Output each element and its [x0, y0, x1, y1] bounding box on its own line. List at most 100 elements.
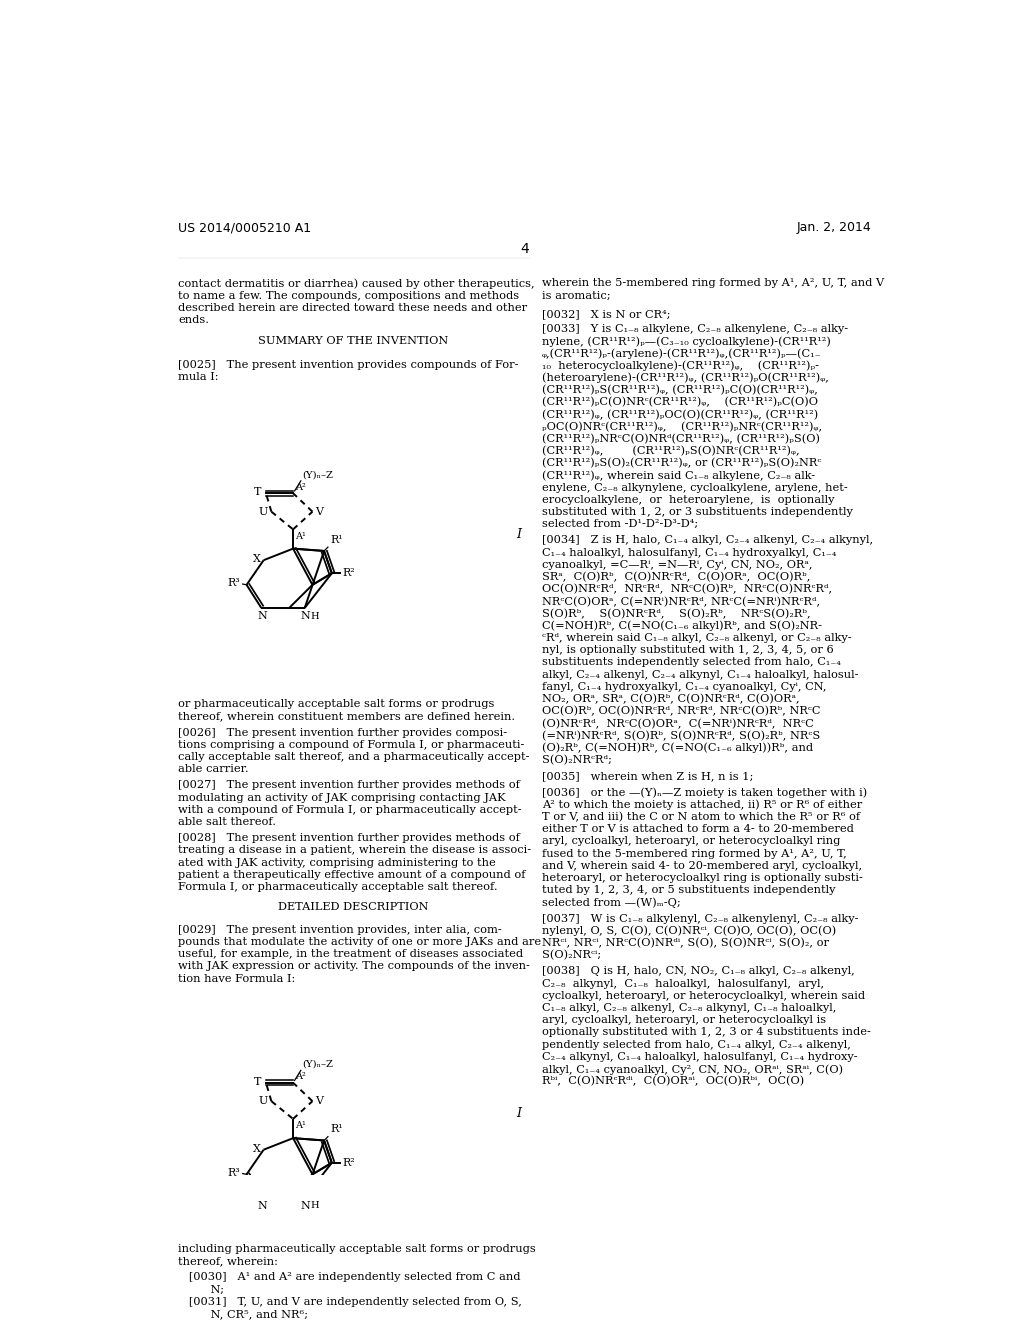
Text: Rᵇⁱ,  C(O)NRᶜRᵈⁱ,  C(O)ORᵃⁱ,  OC(O)Rᵇⁱ,  OC(O): Rᵇⁱ, C(O)NRᶜRᵈⁱ, C(O)ORᵃⁱ, OC(O)Rᵇⁱ, OC(… — [542, 1076, 804, 1086]
Text: modulating an activity of JAK comprising contacting JAK: modulating an activity of JAK comprising… — [178, 792, 506, 803]
Text: I: I — [516, 1107, 521, 1121]
Text: and V, wherein said 4- to 20-membered aryl, cycloalkyl,: and V, wherein said 4- to 20-membered ar… — [542, 861, 862, 871]
Text: with JAK expression or activity. The compounds of the inven-: with JAK expression or activity. The com… — [178, 961, 530, 972]
Text: S(O)₂NRᶜⁱ;: S(O)₂NRᶜⁱ; — [542, 950, 601, 961]
Text: heteroaryl, or heterocycloalkyl ring is optionally substi-: heteroaryl, or heterocycloalkyl ring is … — [542, 873, 863, 883]
Text: DETAILED DESCRIPTION: DETAILED DESCRIPTION — [279, 903, 429, 912]
Text: R²: R² — [343, 1158, 355, 1168]
Text: V: V — [315, 507, 324, 516]
Text: ₁₀  heterocycloalkylene)-(CR¹¹R¹²)ᵩ,    (CR¹¹R¹²)ₚ-: ₁₀ heterocycloalkylene)-(CR¹¹R¹²)ᵩ, (CR¹… — [542, 360, 819, 371]
Text: C₁₋₈ alkyl, C₂₋₈ alkenyl, C₂₋₈ alkynyl, C₁₋₈ haloalkyl,: C₁₋₈ alkyl, C₂₋₈ alkenyl, C₂₋₈ alkynyl, … — [542, 1003, 837, 1012]
Text: cyanoalkyl, =C—Rⁱ, =N—Rⁱ, Cyⁱ, CN, NO₂, ORᵃ,: cyanoalkyl, =C—Rⁱ, =N—Rⁱ, Cyⁱ, CN, NO₂, … — [542, 560, 812, 570]
Text: (CR¹¹R¹²)ᵩ, (CR¹¹R¹²)ₚOC(O)(CR¹¹R¹²)ᵩ, (CR¹¹R¹²): (CR¹¹R¹²)ᵩ, (CR¹¹R¹²)ₚOC(O)(CR¹¹R¹²)ᵩ, (… — [542, 409, 818, 420]
Text: ₚOC(O)NRᶜ(CR¹¹R¹²)ᵩ,    (CR¹¹R¹²)ₚNRᶜ(CR¹¹R¹²)ᵩ,: ₚOC(O)NRᶜ(CR¹¹R¹²)ᵩ, (CR¹¹R¹²)ₚNRᶜ(CR¹¹R… — [542, 421, 822, 432]
Text: (Y)ₙ–Z: (Y)ₙ–Z — [302, 1060, 334, 1069]
Text: tuted by 1, 2, 3, 4, or 5 substituents independently: tuted by 1, 2, 3, 4, or 5 substituents i… — [542, 886, 836, 895]
Text: C(=NOH)Rᵇ, C(=NO(C₁₋₆ alkyl)Rᵇ, and S(O)₂NR-: C(=NOH)Rᵇ, C(=NO(C₁₋₆ alkyl)Rᵇ, and S(O)… — [542, 620, 822, 631]
Text: H: H — [311, 1201, 319, 1210]
Text: (CR¹¹R¹²)ᵩ,        (CR¹¹R¹²)ₚS(O)NRᶜ(CR¹¹R¹²)ᵩ,: (CR¹¹R¹²)ᵩ, (CR¹¹R¹²)ₚS(O)NRᶜ(CR¹¹R¹²)ᵩ, — [542, 446, 800, 457]
Text: (CR¹¹R¹²)ₚC(O)NRᶜ(CR¹¹R¹²)ᵩ,    (CR¹¹R¹²)ₚC(O)O: (CR¹¹R¹²)ₚC(O)NRᶜ(CR¹¹R¹²)ᵩ, (CR¹¹R¹²)ₚC… — [542, 397, 818, 408]
Text: thereof, wherein:: thereof, wherein: — [178, 1257, 279, 1266]
Text: (Y)ₙ–Z: (Y)ₙ–Z — [302, 470, 334, 479]
Text: 4: 4 — [520, 242, 529, 256]
Text: NRᶜC(O)ORᵃ, C(=NRⁱ)NRᶜRᵈ, NRᶜC(=NRⁱ)NRᶜRᵈ,: NRᶜC(O)ORᵃ, C(=NRⁱ)NRᶜRᵈ, NRᶜC(=NRⁱ)NRᶜR… — [542, 597, 820, 607]
Text: useful, for example, in the treatment of diseases associated: useful, for example, in the treatment of… — [178, 949, 523, 960]
Text: [0036]   or the —(Y)ₙ—Z moiety is taken together with i): [0036] or the —(Y)ₙ—Z moiety is taken to… — [542, 788, 867, 799]
Text: [0033]   Y is C₁₋₈ alkylene, C₂₋₈ alkenylene, C₂₋₈ alky-: [0033] Y is C₁₋₈ alkylene, C₂₋₈ alkenyle… — [542, 325, 848, 334]
Text: fused to the 5-membered ring formed by A¹, A², U, T,: fused to the 5-membered ring formed by A… — [542, 849, 847, 858]
Text: [0025]   The present invention provides compounds of For-: [0025] The present invention provides co… — [178, 359, 519, 370]
Text: V: V — [315, 1096, 324, 1106]
Text: R³: R³ — [227, 578, 241, 589]
Text: (CR¹¹R¹²)ₚS(CR¹¹R¹²)ᵩ, (CR¹¹R¹²)ₚC(O)(CR¹¹R¹²)ᵩ,: (CR¹¹R¹²)ₚS(CR¹¹R¹²)ᵩ, (CR¹¹R¹²)ₚC(O)(CR… — [542, 385, 818, 396]
Text: described herein are directed toward these needs and other: described herein are directed toward the… — [178, 302, 527, 313]
Text: cycloalkyl, heteroaryl, or heterocycloalkyl, wherein said: cycloalkyl, heteroaryl, or heterocycloal… — [542, 991, 865, 1001]
Text: with a compound of Formula I, or pharmaceutically accept-: with a compound of Formula I, or pharmac… — [178, 805, 522, 814]
Text: Formula I, or pharmaceutically acceptable salt thereof.: Formula I, or pharmaceutically acceptabl… — [178, 882, 498, 892]
Text: [0037]   W is C₁₋₈ alkylenyl, C₂₋₈ alkenylenyl, C₂₋₈ alky-: [0037] W is C₁₋₈ alkylenyl, C₂₋₈ alkenyl… — [542, 913, 858, 924]
Text: optionally substituted with 1, 2, 3 or 4 substituents inde-: optionally substituted with 1, 2, 3 or 4… — [542, 1027, 870, 1038]
Text: [0028]   The present invention further provides methods of: [0028] The present invention further pro… — [178, 833, 520, 843]
Text: to name a few. The compounds, compositions and methods: to name a few. The compounds, compositio… — [178, 290, 519, 301]
Text: nylenyl, O, S, C(O), C(O)NRᶜⁱ, C(O)O, OC(O), OC(O): nylenyl, O, S, C(O), C(O)NRᶜⁱ, C(O)O, OC… — [542, 925, 837, 936]
Text: [0031]   T, U, and V are independently selected from O, S,: [0031] T, U, and V are independently sel… — [178, 1296, 522, 1307]
Text: ᶜRᵈ, wherein said C₁₋₈ alkyl, C₂₋₈ alkenyl, or C₂₋₈ alky-: ᶜRᵈ, wherein said C₁₋₈ alkyl, C₂₋₈ alken… — [542, 634, 852, 643]
Text: [0029]   The present invention provides, inter alia, com-: [0029] The present invention provides, i… — [178, 925, 502, 935]
Text: A¹: A¹ — [295, 1121, 305, 1130]
Text: aryl, cycloalkyl, heteroaryl, or heterocycloalkyl is: aryl, cycloalkyl, heteroaryl, or heteroc… — [542, 1015, 826, 1026]
Text: T or V, and iii) the C or N atom to which the R⁵ or R⁶ of: T or V, and iii) the C or N atom to whic… — [542, 812, 860, 822]
Text: [0032]   X is N or CR⁴;: [0032] X is N or CR⁴; — [542, 309, 671, 319]
Text: able carrier.: able carrier. — [178, 764, 249, 774]
Text: A¹: A¹ — [295, 532, 305, 541]
Text: [0027]   The present invention further provides methods of: [0027] The present invention further pro… — [178, 780, 520, 791]
Text: SUMMARY OF THE INVENTION: SUMMARY OF THE INVENTION — [258, 337, 449, 346]
Text: T: T — [254, 487, 261, 498]
Text: nylene, (CR¹¹R¹²)ₚ—(C₃₋₁₀ cycloalkylene)-(CR¹¹R¹²): nylene, (CR¹¹R¹²)ₚ—(C₃₋₁₀ cycloalkylene)… — [542, 337, 830, 347]
Text: [0026]   The present invention further provides composi-: [0026] The present invention further pro… — [178, 727, 508, 738]
Text: N: N — [257, 1200, 267, 1210]
Text: US 2014/0005210 A1: US 2014/0005210 A1 — [178, 222, 311, 235]
Text: [0035]   wherein when Z is H, n is 1;: [0035] wherein when Z is H, n is 1; — [542, 771, 754, 781]
Text: R¹: R¹ — [331, 1125, 343, 1134]
Text: X: X — [253, 554, 260, 565]
Text: tions comprising a compound of Formula I, or pharmaceuti-: tions comprising a compound of Formula I… — [178, 739, 524, 750]
Text: N: N — [301, 611, 310, 620]
Text: (CR¹¹R¹²)ᵩ, wherein said C₁₋₈ alkylene, C₂₋₈ alk-: (CR¹¹R¹²)ᵩ, wherein said C₁₋₈ alkylene, … — [542, 470, 815, 480]
Text: nyl, is optionally substituted with 1, 2, 3, 4, 5, or 6: nyl, is optionally substituted with 1, 2… — [542, 645, 834, 655]
Text: contact dermatitis or diarrhea) caused by other therapeutics,: contact dermatitis or diarrhea) caused b… — [178, 279, 535, 289]
Text: able salt thereof.: able salt thereof. — [178, 817, 276, 828]
Text: fanyl, C₁₋₄ hydroxyalkyl, C₁₋₄ cyanoalkyl, Cyⁱ, CN,: fanyl, C₁₋₄ hydroxyalkyl, C₁₋₄ cyanoalky… — [542, 682, 826, 692]
Text: N;: N; — [178, 1284, 224, 1295]
Text: (CR¹¹R¹²)ₚS(O)₂(CR¹¹R¹²)ᵩ, or (CR¹¹R¹²)ₚS(O)₂NRᶜ: (CR¹¹R¹²)ₚS(O)₂(CR¹¹R¹²)ᵩ, or (CR¹¹R¹²)ₚ… — [542, 458, 821, 469]
Text: alkyl, C₂₋₄ alkenyl, C₂₋₄ alkynyl, C₁₋₄ haloalkyl, halosul-: alkyl, C₂₋₄ alkenyl, C₂₋₄ alkynyl, C₁₋₄ … — [542, 669, 858, 680]
Text: [0038]   Q is H, halo, CN, NO₂, C₁₋₈ alkyl, C₂₋₈ alkenyl,: [0038] Q is H, halo, CN, NO₂, C₁₋₈ alkyl… — [542, 966, 855, 977]
Text: ᵩ,(CR¹¹R¹²)ₚ-(arylene)-(CR¹¹R¹²)ᵩ,(CR¹¹R¹²)ₚ—(C₁₋: ᵩ,(CR¹¹R¹²)ₚ-(arylene)-(CR¹¹R¹²)ᵩ,(CR¹¹R… — [542, 348, 821, 359]
Text: pendently selected from halo, C₁₋₄ alkyl, C₂₋₄ alkenyl,: pendently selected from halo, C₁₋₄ alkyl… — [542, 1040, 851, 1049]
Text: T: T — [254, 1077, 261, 1086]
Text: (CR¹¹R¹²)ₚNRᶜC(O)NRᵈ(CR¹¹R¹²)ᵩ, (CR¹¹R¹²)ₚS(O): (CR¹¹R¹²)ₚNRᶜC(O)NRᵈ(CR¹¹R¹²)ᵩ, (CR¹¹R¹²… — [542, 434, 820, 445]
Text: H: H — [311, 611, 319, 620]
Text: (O)NRᶜRᵈ,  NRᶜC(O)ORᵃ,  C(=NRⁱ)NRᶜRᵈ,  NRᶜC: (O)NRᶜRᵈ, NRᶜC(O)ORᵃ, C(=NRⁱ)NRᶜRᵈ, NRᶜC — [542, 718, 814, 729]
Text: OC(O)NRᶜRᵈ,  NRᶜRᵈ,  NRᶜC(O)Rᵇ,  NRᶜC(O)NRᶜRᵈ,: OC(O)NRᶜRᵈ, NRᶜRᵈ, NRᶜC(O)Rᵇ, NRᶜC(O)NRᶜ… — [542, 585, 831, 594]
Text: R¹: R¹ — [331, 535, 343, 545]
Text: C₂₋₄ alkynyl, C₁₋₄ haloalkyl, halosulfanyl, C₁₋₄ hydroxy-: C₂₋₄ alkynyl, C₁₋₄ haloalkyl, halosulfan… — [542, 1052, 857, 1061]
Text: C₁₋₄ haloalkyl, halosulfanyl, C₁₋₄ hydroxyalkyl, C₁₋₄: C₁₋₄ haloalkyl, halosulfanyl, C₁₋₄ hydro… — [542, 548, 837, 557]
Text: C₂₋₈  alkynyl,  C₁₋₈  haloalkyl,  halosulfanyl,  aryl,: C₂₋₈ alkynyl, C₁₋₈ haloalkyl, halosulfan… — [542, 978, 824, 989]
Text: A²: A² — [295, 1072, 306, 1081]
Text: selected from —(W)ₘ-Q;: selected from —(W)ₘ-Q; — [542, 898, 681, 908]
Text: cally acceptable salt thereof, and a pharmaceutically accept-: cally acceptable salt thereof, and a pha… — [178, 752, 529, 762]
Text: [0034]   Z is H, halo, C₁₋₄ alkyl, C₂₋₄ alkenyl, C₂₋₄ alkynyl,: [0034] Z is H, halo, C₁₋₄ alkyl, C₂₋₄ al… — [542, 536, 873, 545]
Text: R³: R³ — [227, 1168, 241, 1177]
Text: aryl, cycloalkyl, heteroaryl, or heterocycloalkyl ring: aryl, cycloalkyl, heteroaryl, or heteroc… — [542, 837, 841, 846]
Text: N, CR⁵, and NR⁶;: N, CR⁵, and NR⁶; — [178, 1309, 308, 1319]
Text: NO₂, ORᵃ, SRᵃ, C(O)Rᵇ, C(O)NRᶜRᵈ, C(O)ORᵃ,: NO₂, ORᵃ, SRᵃ, C(O)Rᵇ, C(O)NRᶜRᵈ, C(O)OR… — [542, 694, 800, 705]
Text: (heteroarylene)-(CR¹¹R¹²)ᵩ, (CR¹¹R¹²)ₚO(CR¹¹R¹²)ᵩ,: (heteroarylene)-(CR¹¹R¹²)ᵩ, (CR¹¹R¹²)ₚO(… — [542, 372, 828, 383]
Text: enylene, C₂₋₈ alkynylene, cycloalkylene, arylene, het-: enylene, C₂₋₈ alkynylene, cycloalkylene,… — [542, 483, 848, 492]
Text: N: N — [301, 1200, 310, 1210]
Text: A² to which the moiety is attached, ii) R⁵ or R⁶ of either: A² to which the moiety is attached, ii) … — [542, 800, 862, 810]
Text: SRᵃ,  C(O)Rᵇ,  C(O)NRᶜRᵈ,  C(O)ORᵃ,  OC(O)Rᵇ,: SRᵃ, C(O)Rᵇ, C(O)NRᶜRᵈ, C(O)ORᵃ, OC(O)Rᵇ… — [542, 572, 810, 582]
Text: OC(O)Rᵇ, OC(O)NRᶜRᵈ, NRᶜRᵈ, NRᶜC(O)Rᵇ, NRᶜC: OC(O)Rᵇ, OC(O)NRᶜRᵈ, NRᶜRᵈ, NRᶜC(O)Rᵇ, N… — [542, 706, 820, 717]
Text: S(O)Rᵇ,    S(O)NRᶜRᵈ,    S(O)₂Rᵇ,    NRᶜS(O)₂Rᵇ,: S(O)Rᵇ, S(O)NRᶜRᵈ, S(O)₂Rᵇ, NRᶜS(O)₂Rᵇ, — [542, 609, 810, 619]
Text: including pharmaceutically acceptable salt forms or prodrugs: including pharmaceutically acceptable sa… — [178, 1243, 537, 1254]
Text: erocycloalkylene,  or  heteroarylene,  is  optionally: erocycloalkylene, or heteroarylene, is o… — [542, 495, 835, 504]
